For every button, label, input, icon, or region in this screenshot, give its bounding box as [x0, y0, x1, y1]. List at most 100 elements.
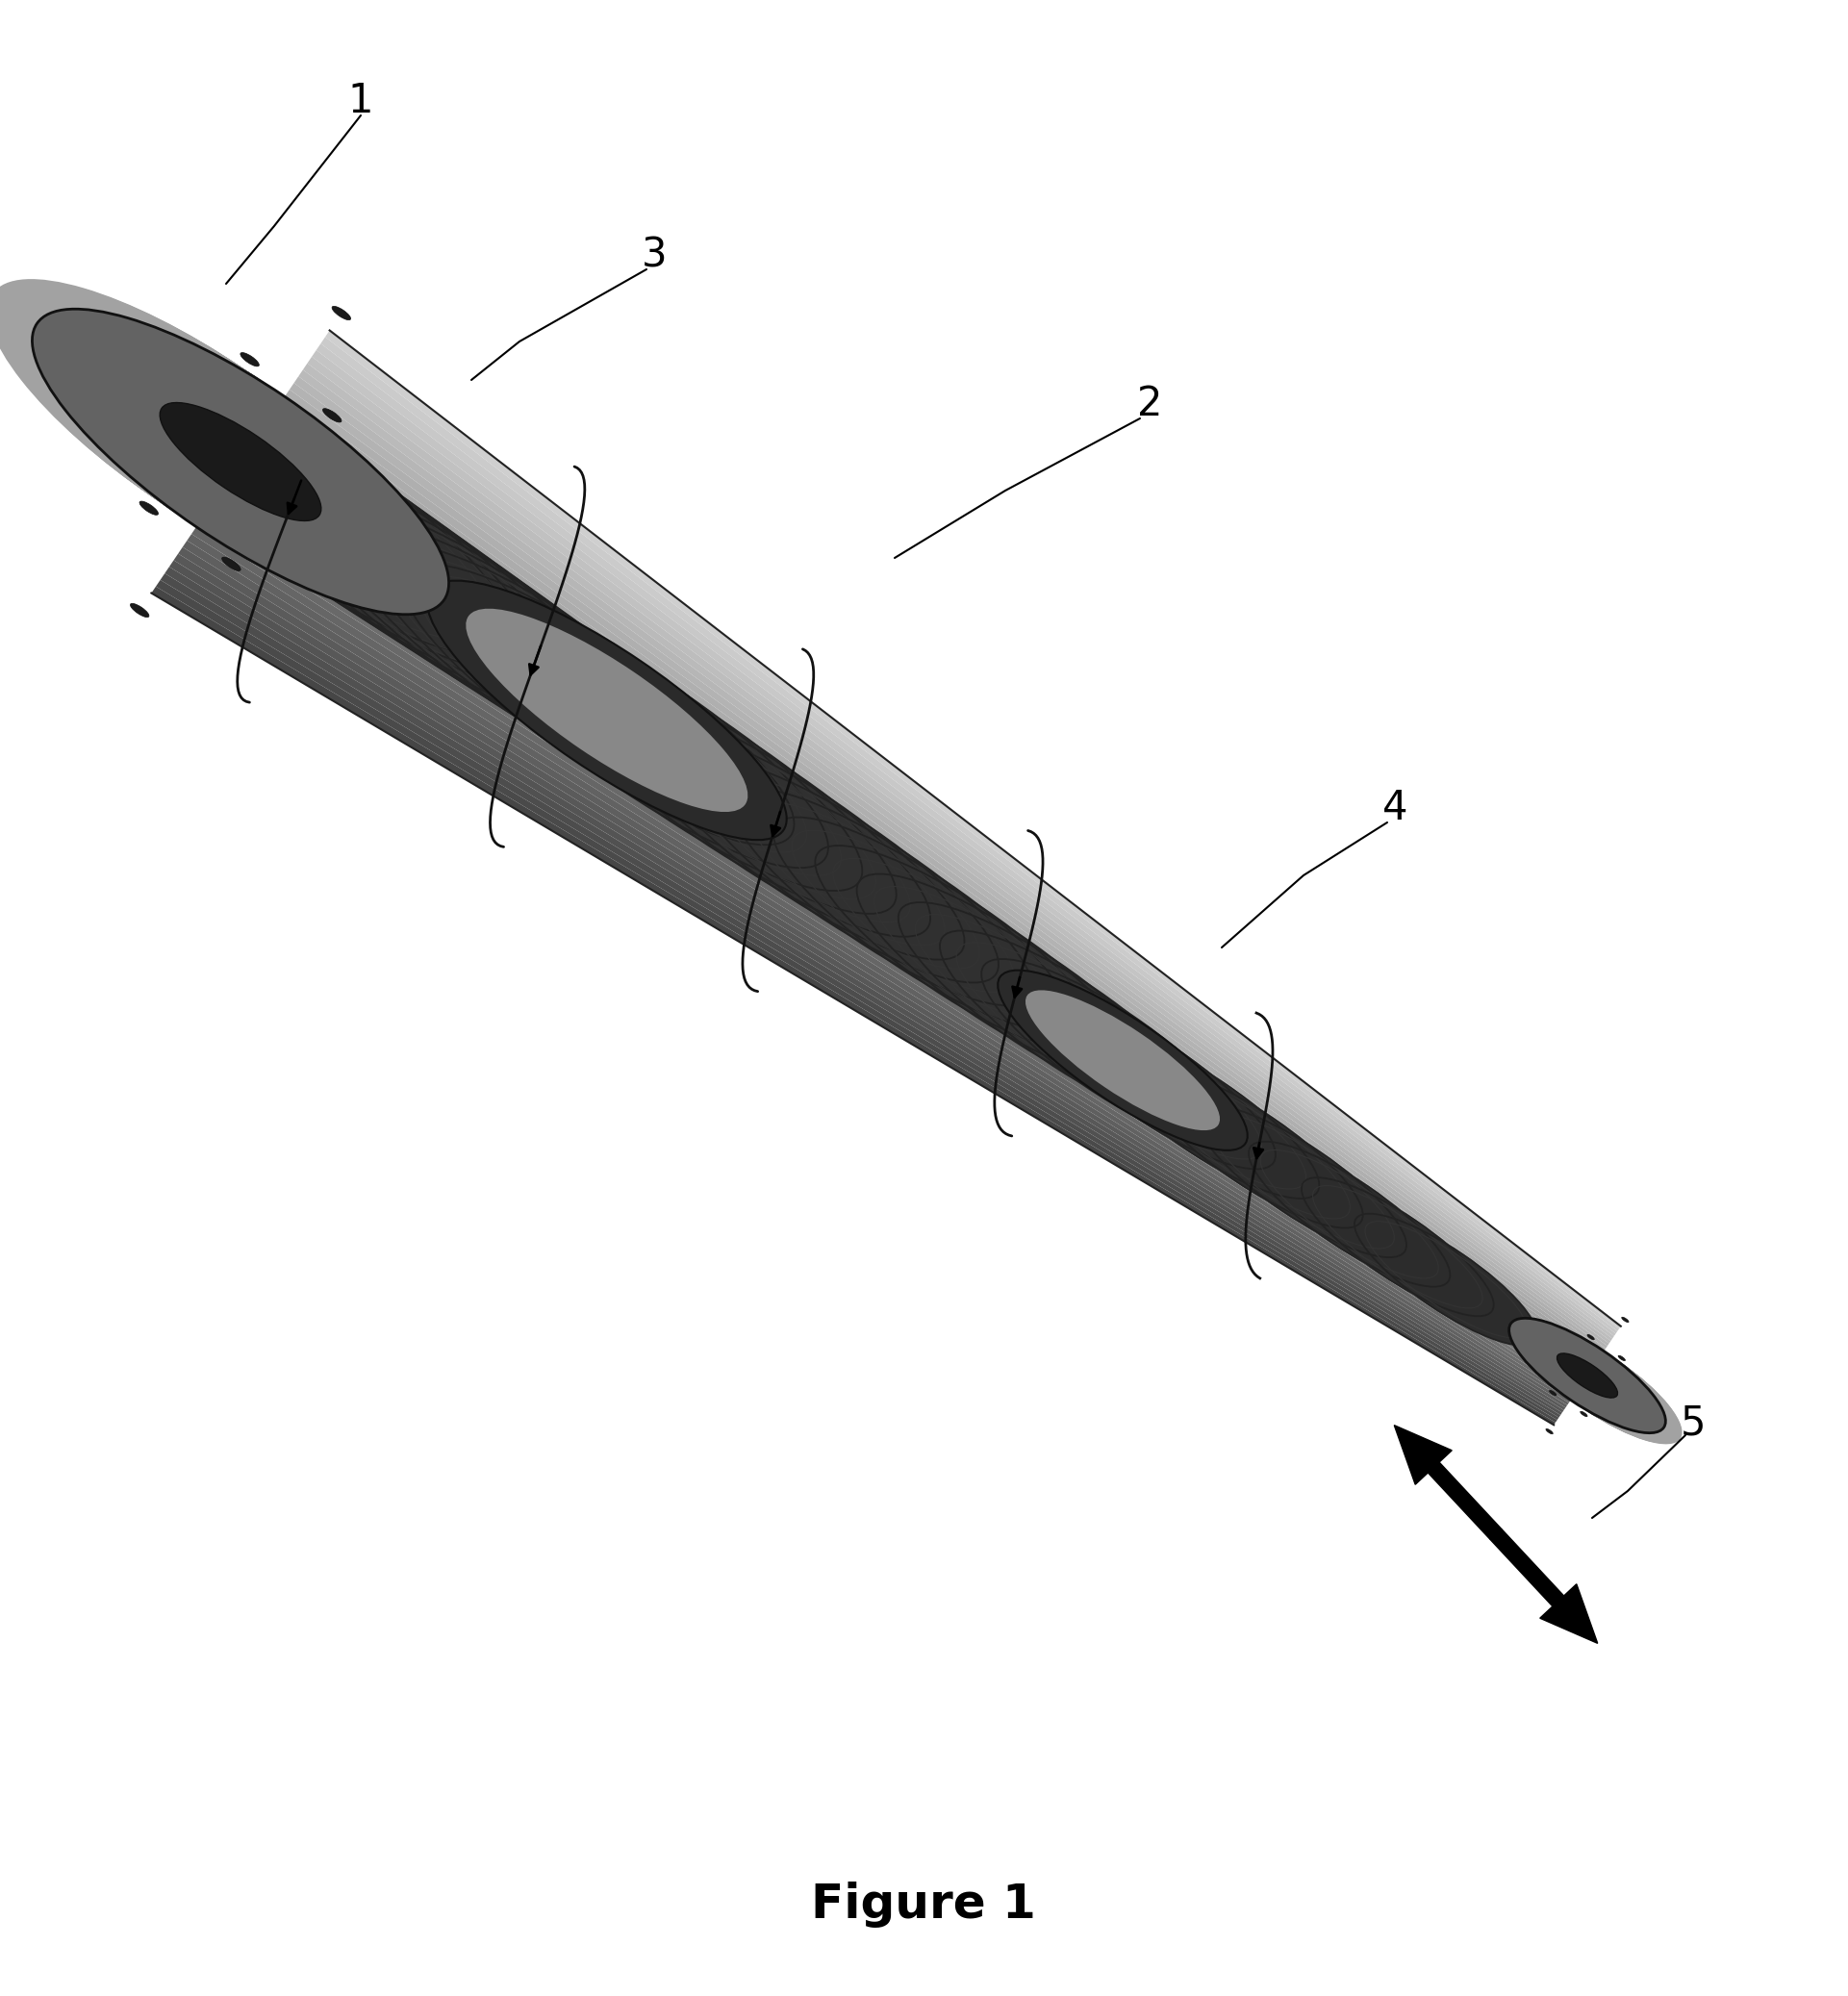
Ellipse shape	[131, 379, 512, 655]
Ellipse shape	[1510, 1317, 1665, 1433]
Ellipse shape	[434, 587, 760, 820]
Ellipse shape	[1308, 1184, 1486, 1311]
Ellipse shape	[1525, 1329, 1682, 1443]
Ellipse shape	[312, 503, 662, 754]
Ellipse shape	[455, 599, 782, 836]
Ellipse shape	[904, 906, 1164, 1094]
Ellipse shape	[1362, 1220, 1528, 1339]
Ellipse shape	[176, 411, 521, 661]
Ellipse shape	[351, 529, 678, 766]
Ellipse shape	[373, 545, 711, 788]
Ellipse shape	[540, 659, 846, 880]
Ellipse shape	[205, 431, 549, 679]
Ellipse shape	[281, 481, 638, 739]
Ellipse shape	[0, 287, 416, 593]
Ellipse shape	[991, 966, 1227, 1136]
Ellipse shape	[190, 421, 562, 689]
Ellipse shape	[1101, 1042, 1308, 1190]
Ellipse shape	[347, 527, 680, 768]
Ellipse shape	[898, 902, 1168, 1098]
Polygon shape	[253, 435, 1595, 1367]
Ellipse shape	[736, 792, 1029, 1002]
Ellipse shape	[15, 297, 432, 603]
Ellipse shape	[527, 649, 859, 888]
Ellipse shape	[1253, 1144, 1447, 1283]
Ellipse shape	[1307, 1182, 1488, 1311]
Ellipse shape	[292, 489, 626, 731]
Ellipse shape	[1305, 1180, 1491, 1315]
Ellipse shape	[410, 571, 730, 800]
Ellipse shape	[660, 741, 954, 952]
Ellipse shape	[863, 878, 1129, 1070]
Ellipse shape	[323, 511, 650, 747]
Ellipse shape	[578, 685, 885, 904]
Ellipse shape	[451, 597, 785, 838]
Ellipse shape	[874, 886, 1118, 1062]
Ellipse shape	[172, 407, 527, 663]
Ellipse shape	[1255, 1146, 1445, 1283]
Ellipse shape	[906, 908, 1161, 1092]
Ellipse shape	[1205, 1112, 1397, 1251]
Ellipse shape	[146, 389, 497, 643]
Ellipse shape	[1260, 1150, 1440, 1279]
Polygon shape	[322, 337, 1619, 1331]
Ellipse shape	[538, 657, 848, 880]
Ellipse shape	[1362, 1220, 1530, 1339]
Ellipse shape	[11, 295, 429, 601]
Ellipse shape	[17, 299, 434, 605]
Ellipse shape	[1037, 998, 1275, 1170]
Ellipse shape	[353, 531, 676, 764]
Ellipse shape	[1207, 1114, 1395, 1249]
Ellipse shape	[994, 968, 1223, 1134]
Ellipse shape	[460, 605, 774, 830]
Ellipse shape	[739, 794, 1026, 1000]
Ellipse shape	[536, 655, 852, 882]
Ellipse shape	[785, 826, 1055, 1020]
Ellipse shape	[436, 587, 760, 820]
Ellipse shape	[294, 491, 625, 731]
Ellipse shape	[1308, 1182, 1488, 1311]
Ellipse shape	[225, 445, 582, 701]
Ellipse shape	[31, 309, 449, 615]
Ellipse shape	[1362, 1220, 1530, 1339]
Ellipse shape	[830, 856, 1087, 1042]
Ellipse shape	[911, 912, 1155, 1088]
Ellipse shape	[582, 687, 880, 902]
Ellipse shape	[1103, 1042, 1307, 1190]
Ellipse shape	[323, 511, 650, 747]
Ellipse shape	[617, 711, 920, 930]
Ellipse shape	[525, 647, 863, 890]
Ellipse shape	[736, 790, 1029, 1004]
Ellipse shape	[817, 846, 1100, 1050]
Ellipse shape	[902, 904, 1166, 1096]
Ellipse shape	[499, 631, 813, 856]
Ellipse shape	[525, 649, 861, 890]
Ellipse shape	[821, 850, 1096, 1048]
Ellipse shape	[0, 285, 414, 591]
Ellipse shape	[987, 964, 1231, 1140]
Ellipse shape	[7, 293, 425, 599]
Polygon shape	[205, 507, 1576, 1395]
Polygon shape	[152, 587, 1556, 1425]
Ellipse shape	[1153, 1076, 1353, 1222]
Ellipse shape	[434, 587, 761, 822]
Ellipse shape	[784, 824, 1055, 1020]
Ellipse shape	[577, 683, 885, 906]
Ellipse shape	[747, 798, 1018, 996]
Ellipse shape	[257, 465, 606, 717]
Ellipse shape	[442, 591, 795, 844]
Ellipse shape	[1312, 1186, 1484, 1309]
Ellipse shape	[288, 487, 630, 735]
Ellipse shape	[139, 385, 505, 649]
Ellipse shape	[170, 407, 529, 665]
Ellipse shape	[737, 792, 1027, 1002]
Ellipse shape	[902, 904, 1166, 1096]
Ellipse shape	[983, 960, 1234, 1142]
Ellipse shape	[262, 469, 601, 715]
Text: Figure 1: Figure 1	[811, 1882, 1037, 1928]
Ellipse shape	[373, 545, 711, 788]
Ellipse shape	[1196, 1106, 1406, 1257]
Ellipse shape	[484, 619, 828, 866]
Ellipse shape	[534, 655, 852, 884]
Ellipse shape	[1199, 1108, 1403, 1255]
